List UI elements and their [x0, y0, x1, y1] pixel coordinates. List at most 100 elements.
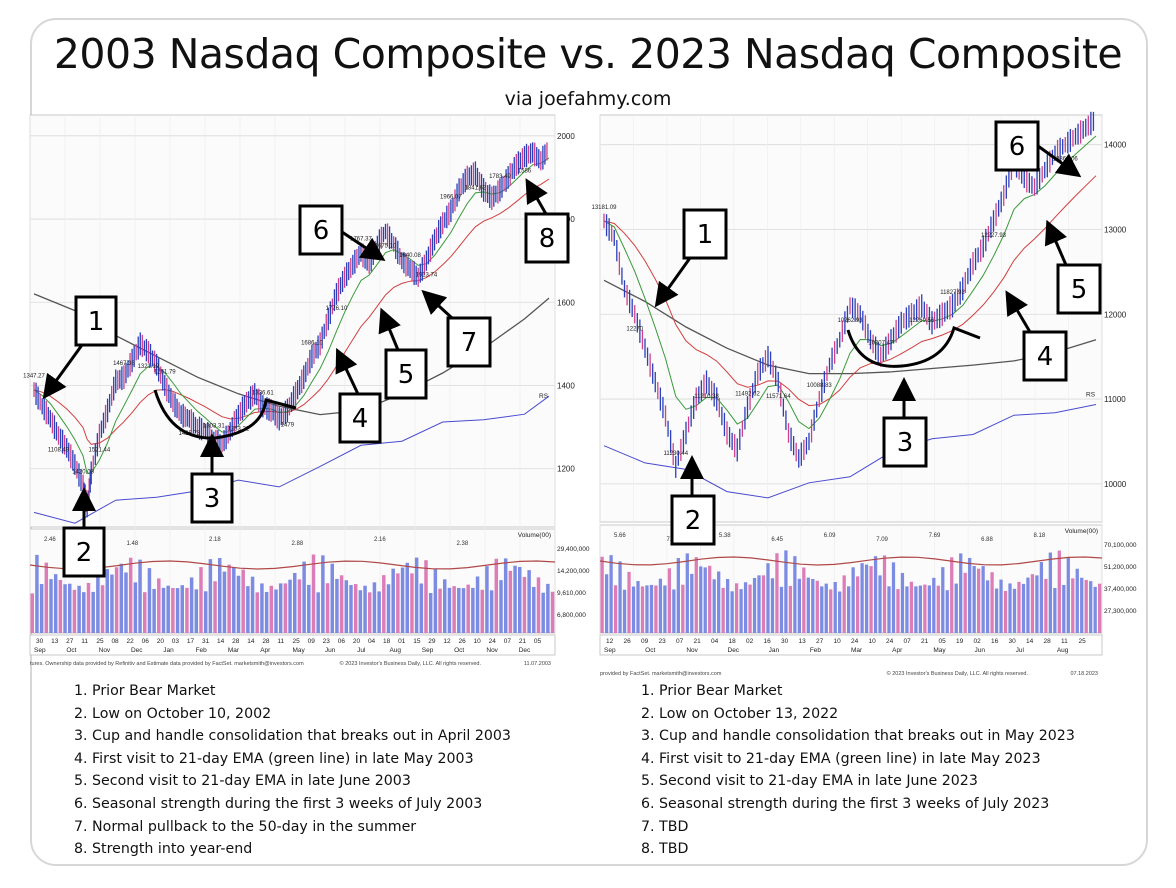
chart-2003-volume-bar: [72, 589, 77, 633]
chart-2023-volume-bar: [811, 578, 815, 633]
chart-2023-volume-bar: [1057, 550, 1061, 633]
chart-2003-x-month: Jul: [357, 647, 366, 654]
chart-2023-volume-bar: [1003, 591, 1008, 633]
callout-2003-7-arrow: [421, 289, 454, 320]
chart-2023-volume-bar: [685, 553, 689, 633]
chart-2023-volume-tick: 37,400,000: [1104, 586, 1137, 593]
chart-2023-volume-bar: [891, 562, 896, 633]
chart-2003-x-tick: 29: [428, 638, 436, 645]
chart-2003-x-tick: 03: [172, 638, 180, 645]
chart-2023-x-tick: 24: [851, 638, 859, 645]
chart-2003-volume-bar: [410, 573, 414, 633]
chart-2023-volume-bar: [1021, 583, 1026, 633]
chart-2023-price-label: 10262.93: [837, 318, 863, 324]
chart-2003-volume-bar: [260, 583, 264, 633]
chart-2023-y-tick: 11000: [1104, 395, 1126, 404]
chart-2003-volume-bar: [438, 588, 442, 633]
chart-2003-volume-bar: [391, 568, 395, 633]
chart-2023-volume-bar: [672, 589, 676, 633]
chart-2023-volume-bar: [739, 589, 743, 633]
chart-2003-volume-bar: [311, 554, 316, 633]
chart-2023-volume-value: 8.18: [1034, 533, 1046, 539]
callout-2023-6-arrow: [1037, 144, 1082, 178]
chart-2023-y-tick: 10000: [1104, 480, 1127, 489]
chart-2003-x-tick: 28: [232, 638, 240, 645]
left-note-3: 3. Cup and handle consolidation that bre…: [74, 728, 511, 745]
chart-2023-x-tick: 24: [886, 638, 894, 645]
chart-2003-price-label: 1783.49: [489, 174, 511, 180]
chart-2023-x-tick: 09: [641, 638, 649, 645]
chart-2003-x-tick: 17: [187, 638, 195, 645]
chart-2023-volume-value: 6.88: [981, 537, 993, 543]
chart-2023-21ema-line: [603, 135, 1097, 430]
chart-2003-volume-bar: [447, 587, 452, 633]
chart-2003-volume-bar: [110, 574, 114, 633]
callout-2003-6-arrow: [341, 230, 386, 261]
chart-2003-volume-bar: [452, 586, 456, 633]
chart-2023-x-month: Sep: [604, 647, 616, 654]
chart-2023-x-tick: 13: [799, 638, 807, 645]
callout-2023-5-arrow: [1044, 219, 1068, 266]
chart-2003-volume-bar: [49, 579, 53, 633]
chart-2003-price-label: 1776.10: [326, 306, 348, 312]
chart-2003-volume-bar: [138, 559, 142, 633]
chart-2023-volume-bar: [694, 557, 698, 633]
chart-2023-50day-line: [603, 175, 1097, 407]
chart-2003-volume-bar: [208, 559, 213, 633]
chart-2023-volume-bar: [654, 585, 658, 633]
chart-2003-volume-bar: [405, 562, 409, 633]
chart-2003-x-month: Oct: [454, 647, 464, 654]
chart-2023-volume-bar: [690, 573, 694, 633]
chart-2003-volume-avg-line: [29, 560, 556, 570]
chart-2003-volume-label: Volume(00): [518, 532, 551, 539]
chart-2003-volume-bar: [143, 592, 147, 633]
chart-2003-price-label: 1841.62: [465, 185, 487, 191]
chart-2023-x-tick: 26: [624, 638, 632, 645]
chart-2003-volume-bar: [335, 578, 339, 633]
chart-2003-x-month: Nov: [486, 647, 498, 654]
chart-2023-x-tick: 14: [1026, 638, 1034, 645]
chart-2003-volume-bar: [86, 582, 91, 633]
page-title: 2003 Nasdaq Composite vs. 2023 Nasdaq Co…: [53, 30, 1123, 78]
chart-2023-volume-bar: [815, 580, 819, 633]
chart-2023-rs-label: RS: [1086, 392, 1096, 399]
chart-2003-volume-tick: 9,610,000: [557, 590, 586, 597]
chart-2023-volume-bar: [1035, 575, 1039, 633]
chart-2023-volume-bar: [1098, 583, 1102, 633]
chart-2023-volume-bar: [681, 584, 685, 633]
chart-2003-volume-bar: [485, 566, 489, 633]
chart-2003-volume-bar: [128, 557, 133, 633]
chart-2023-volume-bar: [752, 577, 757, 633]
chart-2023-volume-bar: [954, 583, 958, 633]
chart-2023-volume-value: 5.38: [719, 533, 731, 539]
chart-2023-volume-bar: [649, 584, 654, 633]
chart-2023-volume-bar: [896, 589, 900, 633]
chart-2023-volume-bar: [887, 586, 891, 633]
chart-2003-volume-bar: [114, 567, 119, 633]
chart-2003-x-tick: 22: [127, 638, 135, 645]
chart-2003-x-month: Mar: [228, 647, 240, 654]
chart-2023-x-tick: 21: [694, 638, 702, 645]
chart-2003-volume-bar: [339, 575, 344, 633]
chart-2003-x-tick: 09: [308, 638, 316, 645]
callout-2023-3-box: [882, 416, 928, 468]
chart-2003-y-tick: 1400: [557, 382, 575, 391]
chart-2003-volume-bar: [232, 567, 236, 633]
chart-2023-volume-tick: 51,200,000: [1104, 564, 1137, 571]
chart-2023-volume-tick: 70,100,000: [1104, 542, 1137, 549]
chart-2023-volume-bar: [1008, 583, 1012, 633]
chart-2023-volume-value: 6.09: [824, 533, 836, 539]
chart-2003-price-label: 1347.27: [23, 374, 45, 380]
chart-2003-x-tick: 18: [383, 638, 391, 645]
chart-2023-volume-bar: [820, 586, 824, 633]
chart-2023-volume-bar: [909, 581, 914, 633]
chart-2023-volume-bar: [882, 555, 887, 633]
chart-2003-volume-bar: [189, 577, 194, 633]
chart-2003: 12001400160018002000Volume(00)29,400,000…: [23, 114, 590, 667]
chart-2003-volume-bar: [166, 585, 170, 633]
chart-2003-volume-bar: [368, 592, 372, 633]
chart-2023-volume-bar: [1084, 579, 1088, 633]
chart-2023-volume-bar: [842, 575, 846, 633]
chart-2023-x-month: Apr: [892, 647, 903, 654]
chart-2023-volume-bar: [959, 553, 963, 633]
